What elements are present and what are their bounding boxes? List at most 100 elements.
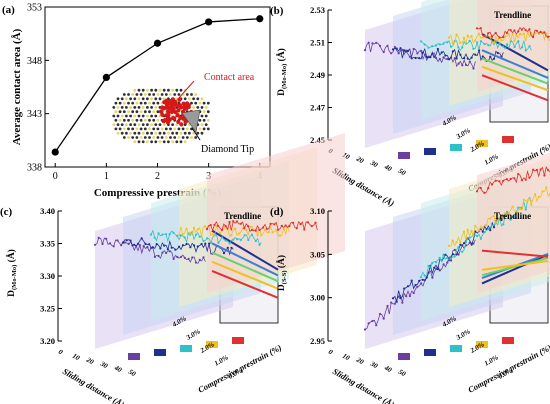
panel-b-series-point: [451, 50, 454, 53]
panel-d-series-point: [466, 228, 469, 231]
panel-b-series-point: [397, 52, 400, 55]
panel-d-series-point: [474, 224, 477, 227]
panel-d-series-point: [371, 319, 374, 323]
panel-b-series-point: [532, 35, 535, 39]
panel-b-series-point: [442, 42, 445, 45]
panel-a-xtick-label: 2: [155, 171, 160, 182]
lattice-atom: [164, 93, 168, 96]
panel-b-series-point: [466, 34, 469, 37]
lattice-atom: [202, 110, 206, 114]
panel-b-series-point: [363, 49, 367, 52]
panel-c-series-point: [277, 228, 280, 231]
panel-c-series-point: [196, 245, 199, 248]
panel-b-series-point: [492, 41, 495, 44]
lattice-atom: [175, 88, 179, 92]
panel-d-series-point: [451, 239, 454, 242]
lattice-atom: [206, 127, 210, 131]
lattice-atom: [152, 127, 156, 131]
lattice-atom: [143, 101, 147, 105]
lattice-atom: [192, 97, 196, 101]
lattice-atom: [200, 123, 204, 126]
lattice-atom: [143, 118, 147, 122]
panel-b-series-point: [519, 32, 522, 36]
panel-d-label: (d): [270, 206, 284, 218]
panel-c-series-point: [236, 238, 239, 241]
panel-c-series-point: [159, 247, 162, 250]
panel-c-series-point: [232, 238, 235, 241]
panel-b-series-point: [490, 35, 494, 38]
panel-c-series-point: [183, 256, 186, 259]
panel-c-series-point: [226, 246, 229, 249]
panel-d-series-point: [517, 173, 520, 176]
panel-b-series-point: [528, 45, 531, 48]
panel-c-series-point: [116, 239, 119, 242]
lattice-atom: [139, 136, 143, 139]
panel-d-series-point: [494, 179, 497, 182]
panel-d-series-point: [419, 276, 423, 279]
panel-d-series-point: [410, 279, 413, 282]
lattice-atom: [158, 97, 162, 101]
panel-c-series-point: [155, 243, 158, 246]
lattice-atom: [190, 101, 193, 105]
panel-d-series-point: [534, 193, 537, 196]
lattice-atom: [133, 140, 137, 144]
panel-b-legend-swatch: [476, 140, 488, 147]
panel-d-trendline: [481, 256, 549, 277]
panel-b-series-point: [502, 45, 505, 48]
panel-d-series-point: [457, 253, 460, 256]
contact-atom: [185, 101, 190, 106]
lattice-atom: [179, 131, 183, 135]
panel-c-series-point: [144, 242, 147, 245]
panel-b-series-point: [418, 57, 421, 60]
panel-d-trendline: [481, 260, 549, 271]
panel-c-ytick-label: 3.20: [40, 336, 55, 346]
panel-b-series-point: [433, 55, 436, 58]
panel-c-ytick-label: 3.35: [40, 239, 55, 249]
panel-d-series-point: [455, 241, 458, 244]
panel-c-series-point: [187, 257, 190, 260]
panel-c-layer-plane: [207, 133, 345, 293]
panel-d-series-point: [462, 230, 466, 233]
panel-c-series-point: [265, 227, 268, 230]
panel-c-xtick-label: 10: [71, 352, 81, 363]
panel-c-series-point: [198, 235, 201, 238]
panel-c-xtick-label: 30: [98, 359, 109, 370]
panel-d-series-point: [418, 279, 421, 282]
panel-d-series-point: [477, 229, 480, 232]
lattice-atom: [137, 97, 141, 101]
lattice-atom: [120, 97, 124, 101]
contact-atom: [172, 116, 177, 121]
lattice-atom: [125, 131, 128, 135]
lattice-atom: [118, 118, 122, 122]
panel-d-xtick-label: 40: [382, 363, 393, 374]
lattice-atom: [169, 93, 172, 96]
panel-d-series-point: [522, 198, 525, 201]
panel-b-layer-plane: [477, 0, 550, 92]
panel-b-series-point: [477, 32, 480, 35]
panel-c-series-point: [133, 243, 136, 246]
lattice-atom: [146, 140, 149, 144]
lattice-atom: [120, 123, 124, 126]
lattice-atom: [131, 127, 135, 131]
contact-atom: [176, 119, 181, 124]
lattice-atom: [131, 93, 135, 96]
lattice-atom: [200, 106, 204, 109]
panel-c-series-point: [108, 242, 112, 245]
panel-c-series-point: [206, 237, 209, 240]
panel-c-ylabel: D(Mo-Mo) (Å): [5, 249, 18, 297]
lattice-atom: [181, 127, 185, 131]
contact-atom: [164, 102, 169, 107]
panel-d-legend-swatch: [398, 353, 410, 360]
panel-d-series-point: [408, 294, 411, 298]
panel-d-series-point: [504, 212, 507, 215]
panel-d-series-point: [520, 179, 524, 182]
lattice-atom: [116, 106, 120, 109]
lattice-atom: [120, 131, 124, 135]
panel-b-series-point: [522, 32, 525, 35]
lattice-atom: [171, 123, 175, 126]
panel-b-series-point: [472, 47, 475, 50]
panel-b-series-point: [545, 32, 548, 35]
panel-c-series-point: [237, 232, 240, 235]
panel-b-series-point: [451, 41, 454, 45]
